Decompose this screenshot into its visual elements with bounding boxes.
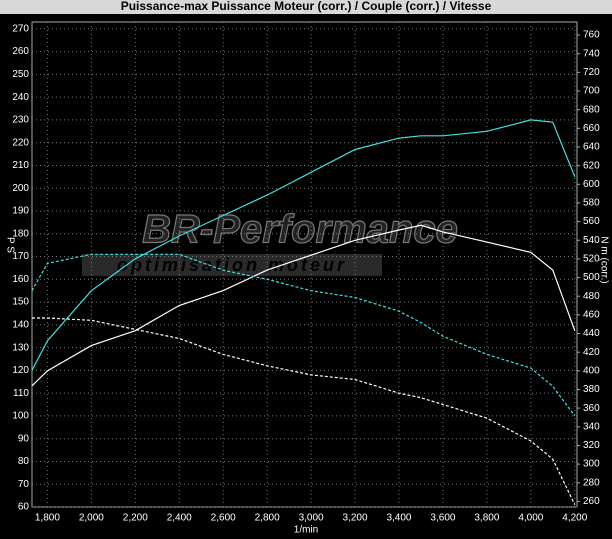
y2-tick-label: 320 [583, 440, 600, 451]
y-tick-label: 100 [12, 411, 29, 422]
x-tick-label: 2,800 [255, 513, 280, 524]
y2-tick-label: 460 [583, 310, 600, 321]
series-line [32, 317, 576, 505]
y2-tick-label: 700 [583, 86, 600, 97]
y2-tick-label: 740 [583, 48, 600, 59]
x-tick-label: 4,000 [518, 513, 543, 524]
series-line [31, 224, 576, 387]
y-tick-label: 120 [12, 365, 29, 376]
y2-tick-label: 400 [583, 365, 600, 376]
y2-tick-label: 640 [583, 142, 600, 153]
x-tick-label: 3,000 [299, 513, 324, 524]
y-tick-label: 110 [13, 388, 29, 399]
y2-tick-label: 540 [583, 235, 600, 246]
watermark-sub: optimisation moteur [117, 255, 347, 275]
y-tick-label: 190 [12, 206, 29, 217]
y-tick-label: 160 [12, 274, 29, 285]
y-tick-label: 270 [12, 23, 29, 34]
y-tick-label: 240 [12, 92, 29, 103]
y-tick-label: 150 [12, 297, 29, 308]
y2-tick-label: 280 [583, 477, 600, 488]
y2-tick-label: 600 [583, 179, 600, 190]
y2-tick-label: 620 [583, 160, 600, 171]
y2-tick-label: 560 [583, 216, 600, 227]
y-tick-label: 60 [18, 502, 30, 513]
x-tick-label: 3,800 [474, 513, 499, 524]
y-tick-label: 180 [12, 228, 29, 239]
x-tick-label: 2,200 [123, 513, 148, 524]
y2-axis-label: N m (corr.) [598, 236, 609, 283]
x-tick-label: 2,400 [167, 513, 192, 524]
y2-tick-label: 760 [583, 30, 600, 41]
x-axis-label: 1/min [294, 525, 318, 536]
y2-tick-label: 520 [583, 254, 600, 265]
y2-tick-label: 260 [583, 496, 600, 507]
x-tick-label: 1,800 [35, 513, 60, 524]
y2-tick-label: 440 [583, 328, 600, 339]
series-line [31, 119, 576, 371]
y-tick-label: 220 [12, 137, 29, 148]
y2-tick-label: 660 [583, 123, 600, 134]
y2-tick-label: 500 [583, 272, 600, 283]
y-tick-label: 130 [12, 342, 29, 353]
y2-tick-label: 420 [583, 347, 600, 358]
y2-tick-label: 480 [583, 291, 600, 302]
x-tick-label: 2,600 [211, 513, 236, 524]
y-tick-label: 70 [18, 479, 30, 490]
y2-tick-label: 720 [583, 67, 600, 78]
y-tick-label: 140 [12, 319, 29, 330]
x-tick-label: 3,600 [430, 513, 455, 524]
series-line [31, 253, 576, 417]
watermark: BR-Performance [142, 208, 458, 252]
y2-tick-label: 380 [583, 384, 600, 395]
y2-tick-label: 580 [583, 198, 600, 209]
y2-tick-label: 360 [583, 403, 600, 414]
chart-title: Puissance-max Puissance Moteur (corr.) /… [121, 0, 492, 13]
y-tick-label: 80 [18, 456, 30, 467]
y-axis-label: P S [4, 237, 15, 253]
y2-tick-label: 340 [583, 421, 600, 432]
title-bar [0, 0, 612, 14]
y-tick-label: 230 [12, 115, 29, 126]
x-tick-label: 3,200 [343, 513, 368, 524]
y-tick-label: 200 [12, 183, 29, 194]
y2-tick-label: 300 [583, 459, 600, 470]
x-tick-label: 3,400 [386, 513, 411, 524]
y2-tick-label: 680 [583, 104, 600, 115]
y-tick-label: 90 [18, 433, 30, 444]
watermark-band [82, 254, 382, 276]
x-tick-label: 2,000 [79, 513, 104, 524]
y-tick-label: 260 [12, 46, 29, 57]
y-tick-label: 210 [12, 160, 29, 171]
x-tick-label: 4,200 [562, 513, 587, 524]
y-tick-label: 170 [12, 251, 29, 262]
y-tick-label: 250 [12, 69, 29, 80]
